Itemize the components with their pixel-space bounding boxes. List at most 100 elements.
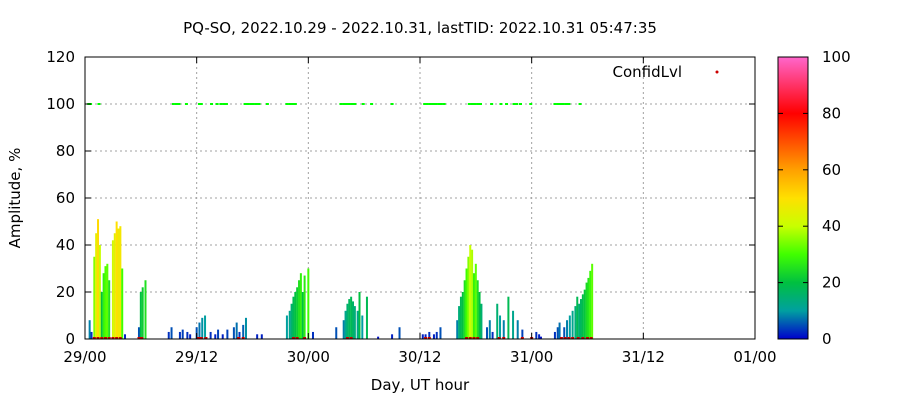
confid-point <box>499 103 503 105</box>
amplitude-bar <box>353 306 356 339</box>
amplitude-bar <box>566 320 569 339</box>
amplitude-bar <box>568 315 571 339</box>
x-tick-label: 29/00 <box>63 348 106 366</box>
amplitude-bar <box>95 233 98 339</box>
confid-point <box>97 103 101 105</box>
x-axis-label: Day, UT hour <box>371 376 470 394</box>
amplitude-bar <box>113 233 116 339</box>
colorbar-tick-label: 0 <box>822 330 832 348</box>
amplitude-bar <box>391 334 394 339</box>
confid-point <box>390 103 394 105</box>
zero-level-marker <box>241 337 245 339</box>
confid-point <box>564 103 568 105</box>
confid-point <box>467 103 471 105</box>
amplitude-bar <box>478 292 481 339</box>
amplitude-bar <box>242 324 245 339</box>
colorbar-ticks: 0 20 40 60 80 100 <box>778 48 851 348</box>
x-tick-label: 30/00 <box>287 348 330 366</box>
confid-point <box>423 103 427 105</box>
zero-level-marker <box>100 337 104 339</box>
confid-point <box>505 103 509 105</box>
amplitude-bar <box>111 240 114 339</box>
confid-point <box>210 103 214 105</box>
confid-point <box>425 103 429 105</box>
amplitude-bar <box>117 228 120 339</box>
amplitude-bar <box>221 334 224 339</box>
confid-point <box>177 103 181 105</box>
legend-marker <box>715 70 719 74</box>
confid-point <box>556 103 560 105</box>
confid-point <box>476 103 480 105</box>
zero-level-marker <box>563 337 567 339</box>
amplitude-bar <box>189 334 192 339</box>
confid-point <box>219 103 223 105</box>
amplitude-bar <box>97 219 100 339</box>
zero-level-marker <box>96 337 100 339</box>
y-tick-label: 100 <box>46 95 75 113</box>
x-tick-label: 31/12 <box>622 348 665 366</box>
amplitude-bar <box>201 317 204 339</box>
amplitude-bar <box>139 292 142 339</box>
confid-point <box>288 103 292 105</box>
y-tick-label: 60 <box>56 189 75 207</box>
amplitude-bar <box>303 275 306 339</box>
zero-level-marker <box>118 337 122 339</box>
amplitude-bar <box>348 299 351 339</box>
confid-point <box>553 103 557 105</box>
amplitude-bar <box>474 263 477 339</box>
zero-level-marker <box>92 337 96 339</box>
confid-point <box>519 103 522 105</box>
amplitude-bar <box>583 289 586 339</box>
amplitude-bar <box>214 334 217 339</box>
amplitude-bar <box>181 329 184 339</box>
confid-point <box>174 103 178 105</box>
amplitude-bar <box>298 280 301 339</box>
confid-point <box>254 103 258 105</box>
zero-level-marker <box>237 337 241 339</box>
amplitude-bar <box>576 296 579 339</box>
amplitude-bar <box>538 334 541 339</box>
amplitude-bar <box>361 315 364 339</box>
y-tick-label: 40 <box>56 236 75 254</box>
amplitude-bar <box>307 268 310 339</box>
confid-point <box>353 103 357 105</box>
amplitude-bar <box>294 292 297 339</box>
amplitude-bar <box>301 292 304 339</box>
confid-point <box>512 103 516 105</box>
amplitude-bar <box>88 320 91 339</box>
y-tick-label: 80 <box>56 142 75 160</box>
confid-point <box>224 103 228 105</box>
amplitude-bar <box>186 331 189 339</box>
amplitude-bar <box>311 331 314 339</box>
amplitude-bar <box>256 334 259 339</box>
amplitude-bar <box>463 280 466 339</box>
zero-level-marker <box>345 337 349 339</box>
confid-point <box>439 103 443 105</box>
amplitude-bar <box>458 306 461 339</box>
amplitude-bar <box>459 296 462 339</box>
amplitude-bar <box>137 327 140 339</box>
zero-level-marker <box>567 337 571 339</box>
confid-point <box>490 103 494 105</box>
amplitude-bar <box>121 268 124 339</box>
amplitude-bar <box>535 331 538 339</box>
amplitude-bar <box>198 322 201 339</box>
amplitude-bar <box>244 317 247 339</box>
zero-level-marker <box>204 337 208 339</box>
amplitude-bar <box>465 268 468 339</box>
amplitude-bar <box>119 226 122 339</box>
amplitude-bar <box>124 334 127 339</box>
amplitude-bar <box>439 327 442 339</box>
zero-level-marker <box>424 337 428 339</box>
zero-level-marker <box>571 337 575 339</box>
amplitude-bar <box>521 329 524 339</box>
amplitude-bar <box>589 270 592 339</box>
amplitude-bar <box>352 301 354 339</box>
bars-layer <box>88 219 594 339</box>
amplitude-bar <box>217 329 220 339</box>
amplitude-bar <box>285 315 288 339</box>
amplitude-bar <box>299 273 302 339</box>
zero-markers-layer <box>92 337 593 339</box>
confid-point <box>293 103 297 105</box>
